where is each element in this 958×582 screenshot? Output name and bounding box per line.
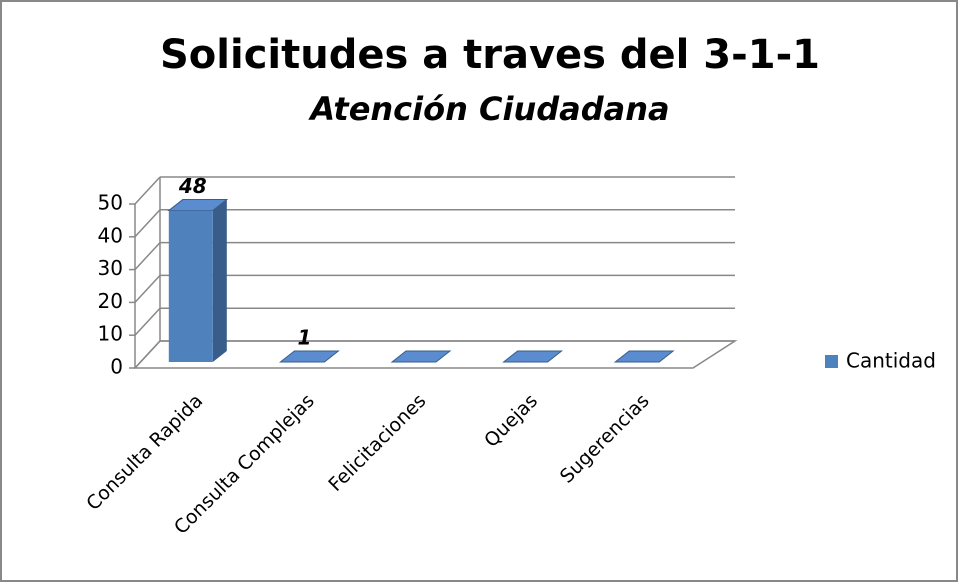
bar-top <box>390 350 452 363</box>
legend-swatch <box>825 355 838 368</box>
bar-top <box>613 350 675 363</box>
bar-top <box>502 350 564 363</box>
value-label: 1 <box>297 326 311 350</box>
grid-line <box>134 176 161 205</box>
y-tick-label: 40 <box>98 223 123 247</box>
chart-title: Solicitudes a traves del 3-1-1 <box>160 32 820 78</box>
chart-subtitle: Atención Ciudadana <box>307 90 669 128</box>
bar-side <box>212 199 227 362</box>
y-tick-label: 50 <box>98 191 123 215</box>
y-tick-label: 30 <box>98 256 123 280</box>
grid-line <box>134 242 161 271</box>
bar <box>168 210 213 362</box>
value-label: 48 <box>178 174 207 198</box>
grid-line <box>134 209 161 238</box>
legend-label: Cantidad <box>846 349 936 373</box>
y-tick-label: 20 <box>98 289 123 313</box>
grid-line <box>134 307 161 336</box>
y-tick-label: 0 <box>110 355 123 379</box>
grid-line <box>134 340 161 369</box>
bar-top <box>278 350 340 363</box>
y-tick-label: 10 <box>98 322 123 346</box>
grid-line <box>134 274 161 303</box>
